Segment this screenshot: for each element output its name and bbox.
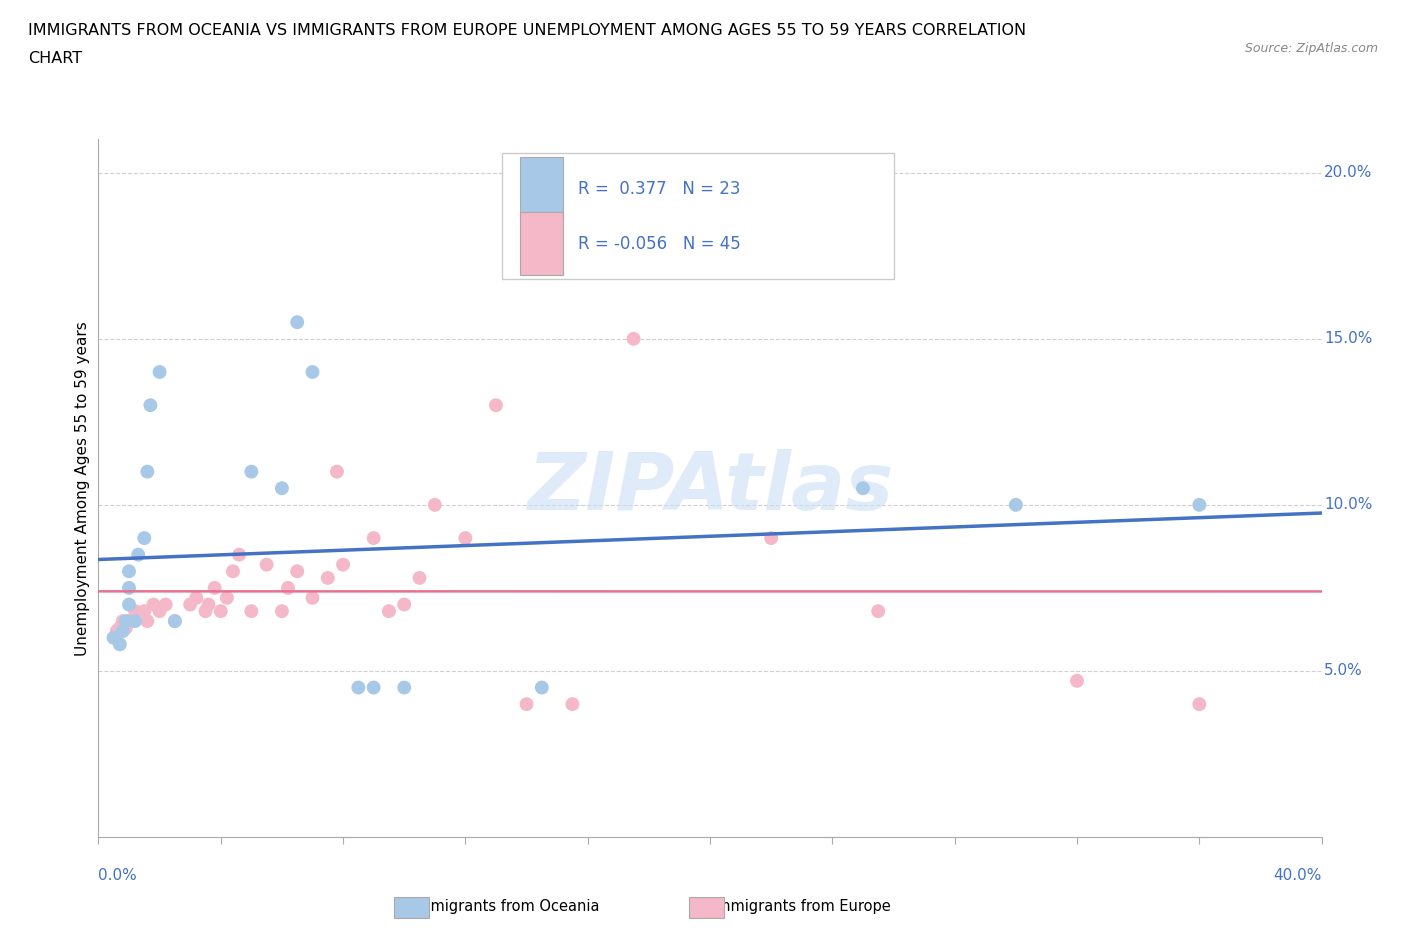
Point bbox=[347, 680, 370, 695]
Point bbox=[301, 365, 323, 379]
Point bbox=[209, 604, 232, 618]
Text: R =  0.377   N = 23: R = 0.377 N = 23 bbox=[578, 179, 741, 197]
Point bbox=[111, 624, 134, 639]
Point bbox=[240, 604, 263, 618]
Point bbox=[485, 398, 508, 413]
Point bbox=[228, 547, 250, 562]
Point bbox=[256, 557, 278, 572]
Point bbox=[378, 604, 401, 618]
Text: 0.0%: 0.0% bbox=[98, 869, 138, 883]
Point bbox=[142, 597, 165, 612]
Point bbox=[240, 464, 263, 479]
Point bbox=[111, 614, 134, 629]
Point bbox=[204, 580, 226, 595]
Point bbox=[108, 620, 131, 635]
Point bbox=[852, 481, 875, 496]
Point bbox=[1004, 498, 1026, 512]
Point bbox=[155, 597, 177, 612]
Text: 20.0%: 20.0% bbox=[1324, 166, 1372, 180]
FancyBboxPatch shape bbox=[502, 153, 894, 279]
Point bbox=[277, 580, 299, 595]
Text: 40.0%: 40.0% bbox=[1274, 869, 1322, 883]
Point bbox=[108, 637, 131, 652]
Point bbox=[285, 314, 308, 329]
Text: Immigrants from Oceania: Immigrants from Oceania bbox=[412, 899, 600, 914]
Point bbox=[408, 570, 430, 585]
Point bbox=[197, 597, 219, 612]
Point bbox=[139, 398, 162, 413]
Point bbox=[103, 631, 125, 645]
Point bbox=[222, 564, 245, 578]
Point bbox=[163, 614, 186, 629]
Point bbox=[454, 531, 477, 546]
Point bbox=[118, 614, 141, 629]
Text: CHART: CHART bbox=[28, 51, 82, 66]
Point bbox=[149, 365, 172, 379]
Point bbox=[363, 531, 385, 546]
Point bbox=[105, 624, 128, 639]
Point bbox=[392, 680, 416, 695]
FancyBboxPatch shape bbox=[520, 212, 564, 275]
Point bbox=[759, 531, 782, 546]
Point bbox=[103, 631, 125, 645]
Point bbox=[127, 547, 149, 562]
Point bbox=[179, 597, 201, 612]
Point bbox=[163, 614, 186, 629]
Point bbox=[1188, 697, 1211, 711]
Point bbox=[1188, 498, 1211, 512]
Text: IMMIGRANTS FROM OCEANIA VS IMMIGRANTS FROM EUROPE UNEMPLOYMENT AMONG AGES 55 TO : IMMIGRANTS FROM OCEANIA VS IMMIGRANTS FR… bbox=[28, 23, 1026, 38]
Point bbox=[115, 620, 138, 635]
Point bbox=[1066, 673, 1088, 688]
Y-axis label: Unemployment Among Ages 55 to 59 years: Unemployment Among Ages 55 to 59 years bbox=[75, 321, 90, 656]
Point bbox=[136, 614, 159, 629]
Point bbox=[115, 614, 138, 629]
Point bbox=[124, 614, 146, 629]
Point bbox=[186, 591, 208, 605]
Point bbox=[530, 680, 553, 695]
Text: R = -0.056   N = 45: R = -0.056 N = 45 bbox=[578, 235, 741, 253]
Point bbox=[392, 597, 416, 612]
Text: Immigrants from Europe: Immigrants from Europe bbox=[711, 899, 891, 914]
Point bbox=[868, 604, 890, 618]
Point bbox=[118, 597, 141, 612]
Point bbox=[301, 591, 323, 605]
Point bbox=[623, 331, 645, 346]
Point bbox=[118, 564, 141, 578]
Point bbox=[149, 604, 172, 618]
Point bbox=[118, 580, 141, 595]
Point bbox=[316, 570, 339, 585]
Point bbox=[134, 531, 156, 546]
Point bbox=[194, 604, 217, 618]
Text: 15.0%: 15.0% bbox=[1324, 331, 1372, 346]
Point bbox=[561, 697, 583, 711]
Point bbox=[285, 564, 308, 578]
Text: ZIPAtlas: ZIPAtlas bbox=[527, 449, 893, 527]
Point bbox=[270, 604, 292, 618]
Text: 5.0%: 5.0% bbox=[1324, 663, 1362, 678]
Point bbox=[215, 591, 238, 605]
Point bbox=[332, 557, 354, 572]
Point bbox=[134, 604, 156, 618]
Point bbox=[363, 680, 385, 695]
Text: 10.0%: 10.0% bbox=[1324, 498, 1372, 512]
Text: Source: ZipAtlas.com: Source: ZipAtlas.com bbox=[1244, 42, 1378, 55]
Point bbox=[326, 464, 349, 479]
Point bbox=[270, 481, 292, 496]
Point bbox=[423, 498, 446, 512]
Point bbox=[136, 464, 159, 479]
Point bbox=[124, 604, 146, 618]
Point bbox=[516, 697, 538, 711]
FancyBboxPatch shape bbox=[520, 157, 564, 220]
